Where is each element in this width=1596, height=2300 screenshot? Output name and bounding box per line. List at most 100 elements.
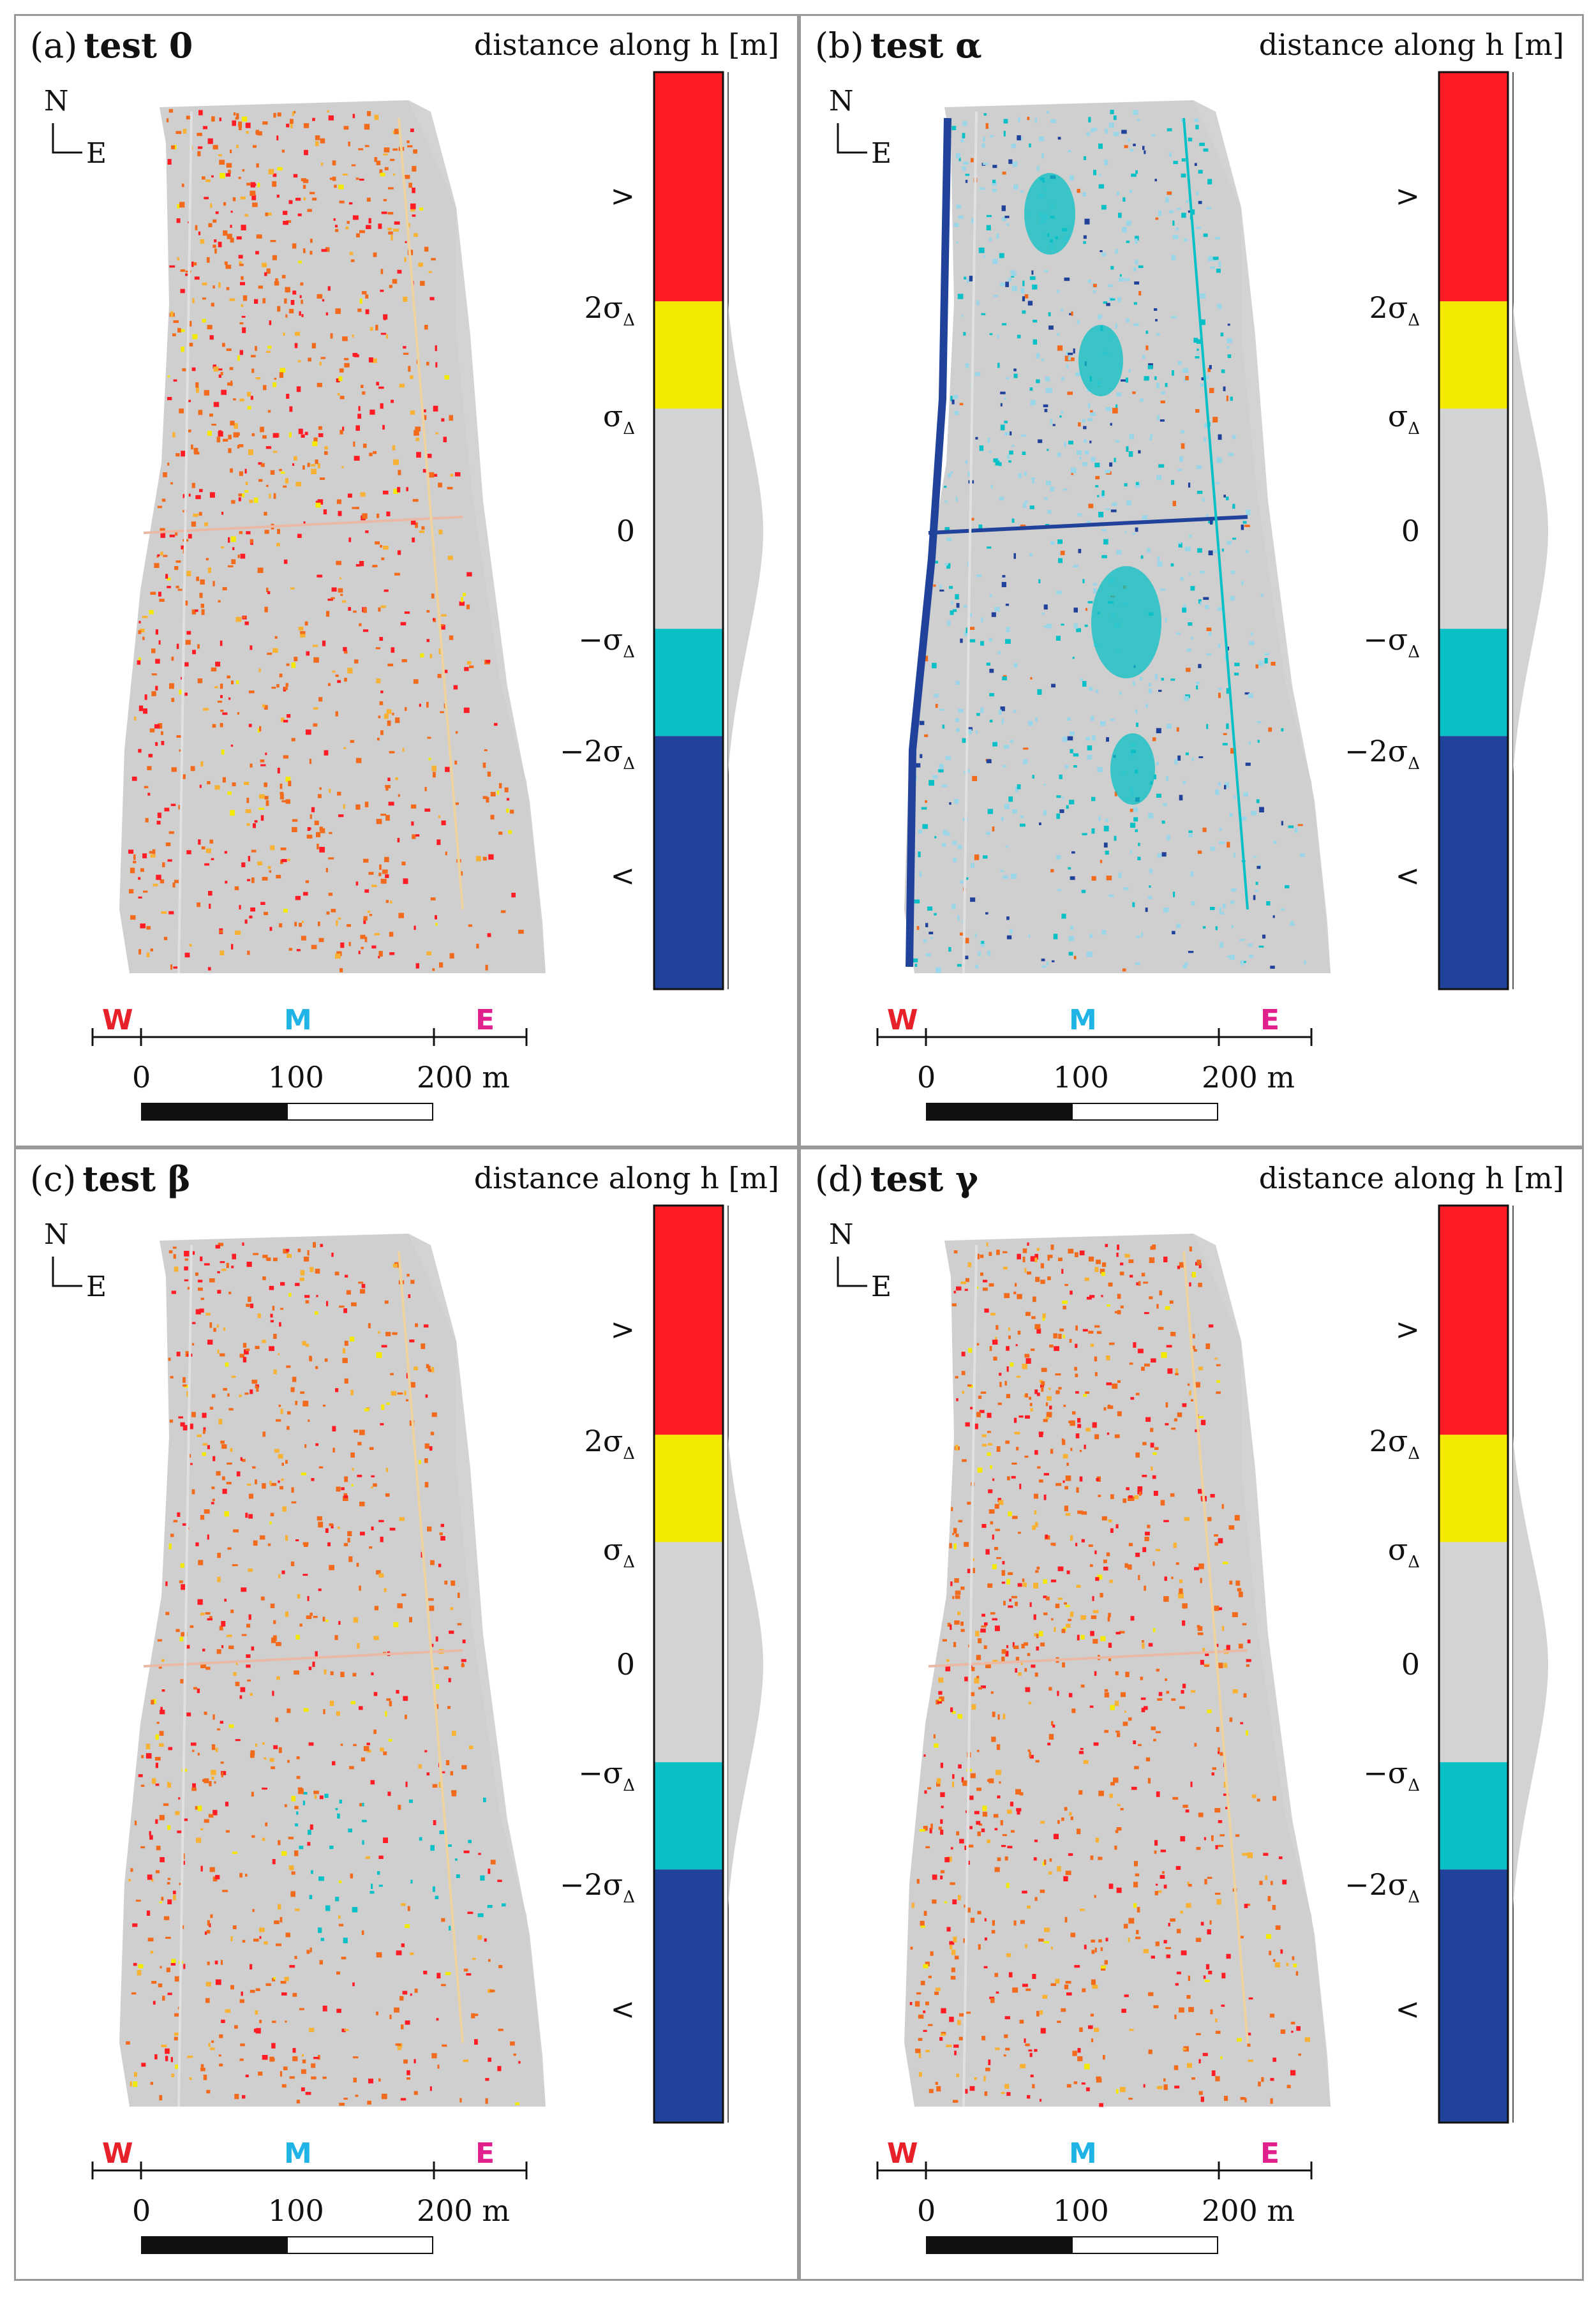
point-cluster: [1045, 481, 1051, 486]
point-cluster: [1154, 1840, 1158, 1846]
point-cluster: [955, 680, 960, 685]
point-cluster: [298, 428, 303, 435]
point-cluster: [229, 367, 234, 370]
point-cluster: [1149, 869, 1152, 874]
point-cluster: [298, 627, 304, 631]
point-cluster: [228, 448, 232, 453]
point-cluster: [1247, 1639, 1251, 1643]
point-cluster: [1057, 1691, 1059, 1696]
point-cluster: [1132, 902, 1135, 907]
point-cluster: [1112, 502, 1117, 506]
point-cluster: [974, 934, 978, 937]
point-cluster: [322, 2005, 327, 2012]
point-cluster: [955, 223, 959, 227]
point-cluster: [246, 183, 251, 186]
point-cluster: [213, 401, 220, 407]
point-cluster: [1070, 1290, 1073, 1295]
point-cluster: [1002, 1834, 1007, 1837]
point-cluster: [1034, 1839, 1038, 1842]
point-cluster: [352, 353, 358, 357]
point-cluster: [1099, 174, 1101, 177]
point-cluster: [497, 2066, 502, 2072]
point-cluster: [967, 727, 973, 731]
point-cluster: [429, 2086, 432, 2091]
point-cluster: [1221, 1973, 1226, 1979]
point-cluster: [356, 233, 360, 237]
point-cluster: [160, 533, 166, 538]
point-cluster: [1150, 1246, 1155, 1250]
point-cluster: [1241, 816, 1247, 821]
cross-track: [928, 515, 1248, 535]
point-cluster: [1167, 128, 1172, 131]
study-area: [904, 100, 1331, 973]
point-cluster: [484, 749, 488, 752]
point-cluster: [1221, 1625, 1224, 1631]
point-cluster: [1165, 1306, 1170, 1310]
point-cluster: [205, 1612, 211, 1615]
colorbar-title: distance along h [m]: [474, 1161, 779, 1195]
point-cluster: [1158, 689, 1162, 692]
point-cluster: [322, 1405, 326, 1407]
point-cluster: [357, 1643, 360, 1649]
point-cluster: [1280, 1949, 1283, 1954]
point-cluster: [384, 1588, 387, 1592]
point-cluster: [1215, 2076, 1220, 2082]
point-cluster: [177, 1830, 182, 1833]
point-cluster: [1036, 1634, 1039, 1639]
point-cluster: [212, 1498, 215, 1502]
point-cluster: [1015, 1668, 1018, 1673]
point-cluster: [482, 763, 486, 768]
point-cluster: [1040, 1384, 1044, 1388]
colorbar-tick-label: 0: [1331, 1647, 1420, 1682]
point-cluster: [242, 327, 246, 333]
point-cluster: [146, 952, 150, 957]
point-cluster: [1225, 1807, 1228, 1809]
point-cluster: [414, 233, 418, 237]
point-cluster: [195, 1837, 202, 1843]
point-cluster: [159, 599, 165, 602]
point-cluster: [1031, 270, 1034, 275]
point-cluster: [994, 1973, 999, 1977]
point-cluster: [1188, 951, 1194, 953]
point-cluster: [1151, 1467, 1153, 1471]
point-cluster: [1044, 408, 1048, 412]
point-cluster: [1011, 518, 1015, 523]
point-cluster: [407, 223, 410, 227]
point-cluster: [1061, 411, 1064, 414]
point-cluster: [354, 659, 359, 664]
point-cluster: [359, 623, 362, 627]
point-cluster: [1179, 2007, 1184, 2013]
point-cluster: [976, 1821, 981, 1825]
point-cluster: [159, 1731, 164, 1736]
point-cluster: [425, 1394, 428, 1398]
point-cluster: [1065, 1475, 1071, 1481]
point-cluster: [255, 2010, 258, 2015]
point-cluster: [1142, 1640, 1144, 1643]
point-cluster: [248, 691, 255, 694]
point-cluster: [1073, 608, 1078, 613]
point-cluster: [1165, 617, 1167, 623]
point-cluster: [1267, 1896, 1271, 1902]
point-cluster: [260, 764, 266, 766]
point-cluster: [398, 1804, 401, 1810]
point-cluster: [165, 1581, 168, 1587]
cross-track: [928, 1649, 1248, 1668]
point-cluster: [187, 343, 193, 347]
point-cluster: [1093, 170, 1096, 175]
point-cluster: [1083, 426, 1087, 429]
point-cluster: [1094, 1671, 1097, 1676]
point-cluster: [968, 1795, 974, 1800]
point-cluster: [344, 650, 348, 654]
point-cluster: [1154, 376, 1157, 380]
point-cluster: [1229, 812, 1233, 818]
point-cluster: [1165, 1402, 1168, 1408]
point-cluster: [195, 1806, 198, 1810]
colorbar-border: [653, 1204, 724, 2124]
point-cluster: [976, 1343, 980, 1346]
point-cluster: [324, 1793, 329, 1798]
point-cluster: [299, 2008, 304, 2010]
point-cluster: [994, 1547, 998, 1550]
point-cluster: [436, 839, 441, 846]
point-cluster: [200, 1514, 205, 1520]
point-cluster: [1075, 372, 1081, 377]
